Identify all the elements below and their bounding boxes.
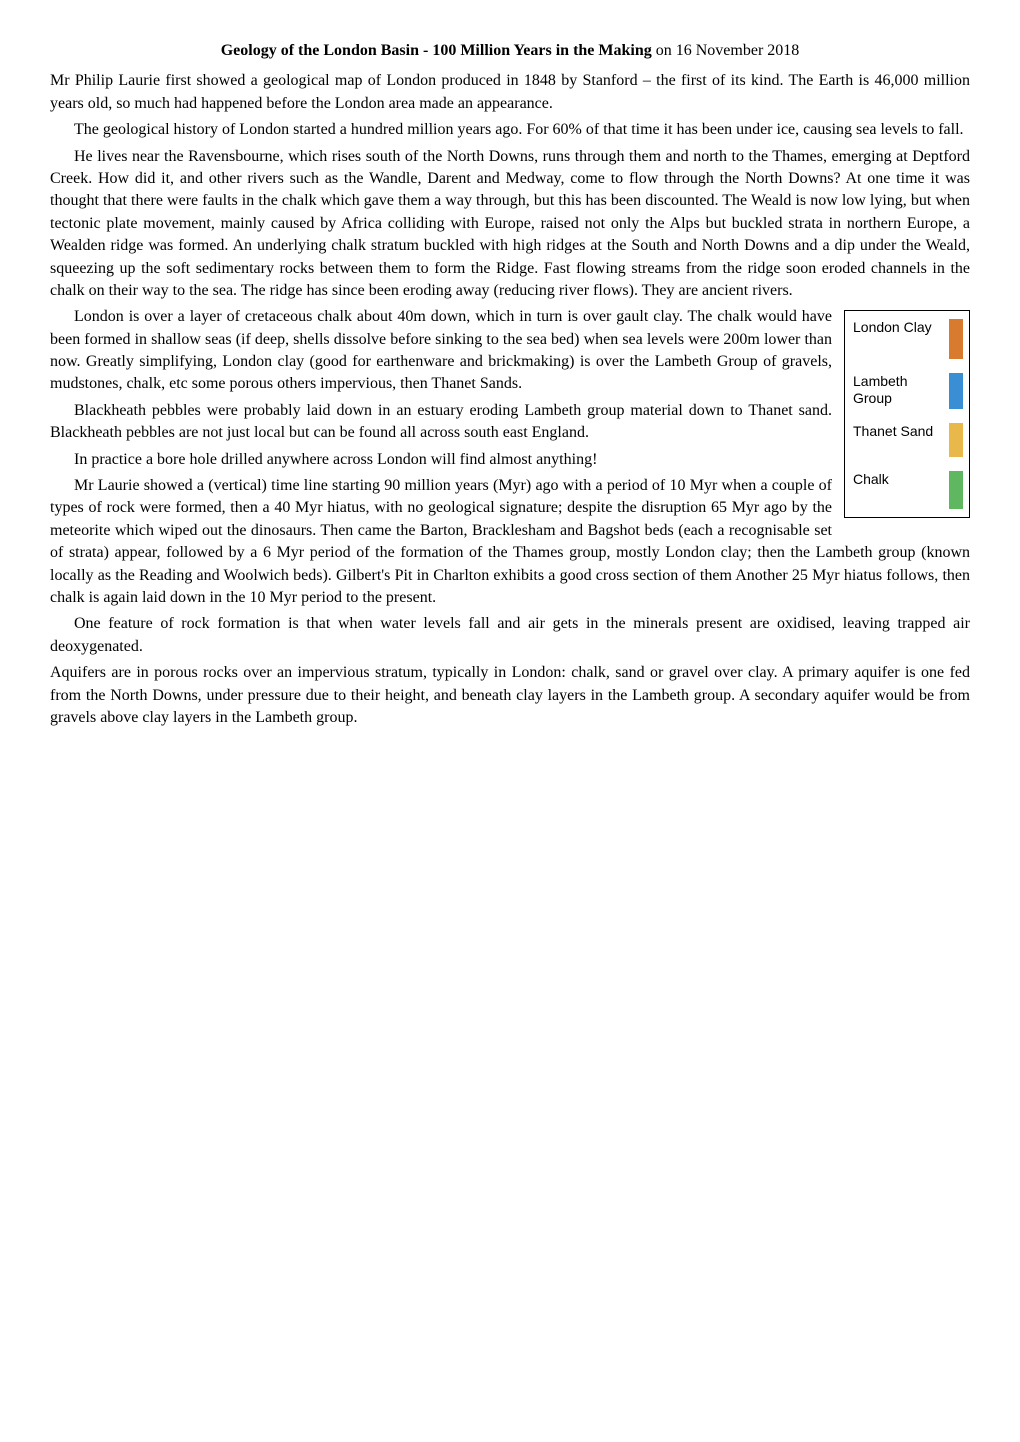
paragraph-3: He lives near the Ravensbourne, which ri…: [50, 146, 970, 303]
title-date: on 16 November 2018: [652, 42, 800, 59]
paragraph-5: Blackheath pebbles were probably laid do…: [50, 400, 970, 445]
paragraph-1: Mr Philip Laurie first showed a geologic…: [50, 70, 970, 115]
strata-label: Chalk: [853, 471, 945, 488]
paragraph-2: The geological history of London started…: [50, 119, 970, 141]
paragraph-6: In practice a bore hole drilled anywhere…: [50, 449, 970, 471]
strata-row: London Clay: [853, 319, 963, 359]
paragraph-8: One feature of rock formation is that wh…: [50, 613, 970, 658]
paragraph-9: Aquifers are in porous rocks over an imp…: [50, 662, 970, 729]
paragraph-4: London is over a layer of cretaceous cha…: [50, 306, 970, 396]
page-title: Geology of the London Basin - 100 Millio…: [50, 40, 970, 62]
strata-color-bar: [949, 319, 963, 359]
strata-label: Lambeth Group: [853, 373, 945, 407]
strata-diagram: London Clay Lambeth Group Thanet Sand Chalk: [844, 310, 970, 518]
strata-color-bar: [949, 373, 963, 409]
strata-color-bar: [949, 423, 963, 457]
strata-label: London Clay: [853, 319, 945, 336]
article-body: Mr Philip Laurie first showed a geologic…: [50, 70, 970, 729]
title-bold: Geology of the London Basin - 100 Millio…: [221, 42, 652, 59]
strata-row: Thanet Sand: [853, 423, 963, 457]
paragraph-7: Mr Laurie showed a (vertical) time line …: [50, 475, 970, 609]
strata-color-bar: [949, 471, 963, 509]
strata-row: Lambeth Group: [853, 373, 963, 409]
strata-row: Chalk: [853, 471, 963, 509]
strata-label: Thanet Sand: [853, 423, 945, 440]
